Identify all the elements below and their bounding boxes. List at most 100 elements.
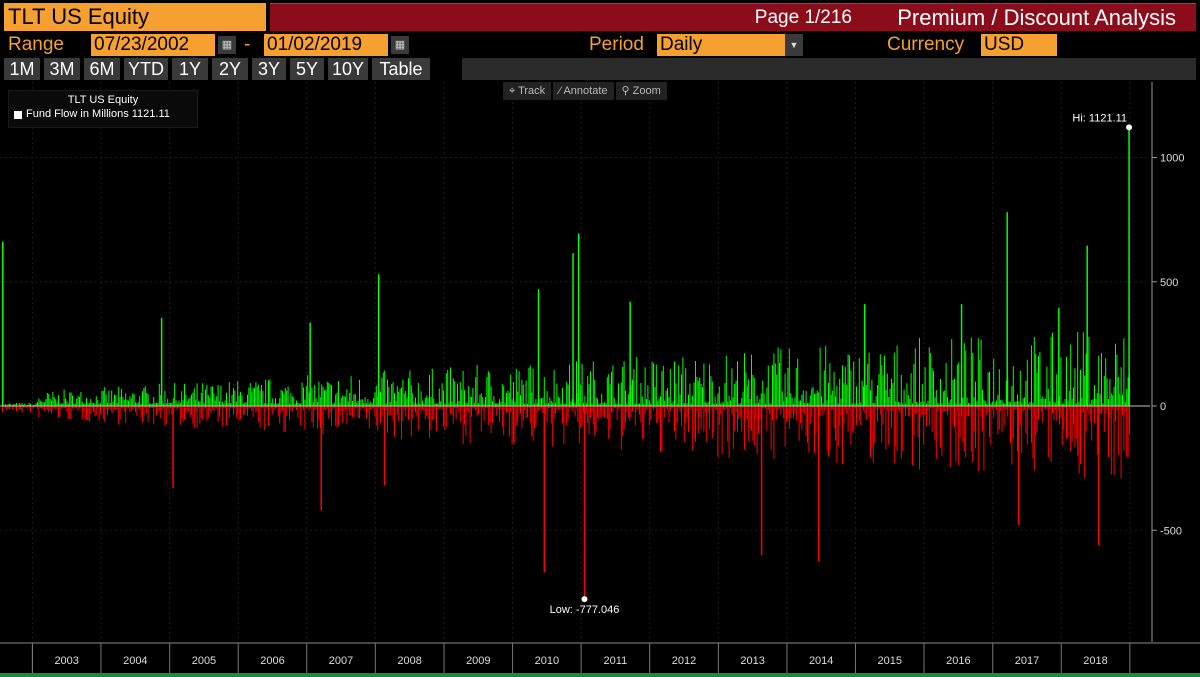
page-indicator[interactable]: Page 1/216 (754, 7, 852, 28)
security-field[interactable]: TLT US Equity (4, 3, 266, 31)
positive-flow-bar (535, 398, 537, 406)
negative-flow-bar (1011, 406, 1013, 465)
positive-flow-bar (322, 387, 324, 406)
negative-flow-bar (70, 406, 72, 419)
start-calendar-icon[interactable]: ▦ (218, 36, 236, 54)
negative-flow-bar (507, 406, 509, 413)
negative-flow-bar (843, 406, 845, 425)
positive-flow-bar (990, 403, 992, 406)
period-button-3y[interactable]: 3Y (252, 58, 286, 80)
positive-flow-bar (181, 391, 183, 406)
negative-flow-bar (377, 406, 379, 431)
negative-flow-bar (699, 406, 701, 418)
end-date-field[interactable]: 01/02/2019 (264, 34, 388, 56)
end-calendar-icon[interactable]: ▦ (391, 36, 409, 54)
y-tick-label: 0 (1160, 401, 1166, 413)
positive-flow-bar (846, 384, 848, 406)
negative-flow-bar (154, 406, 156, 409)
negative-flow-bar (646, 406, 647, 409)
negative-flow-bar (557, 406, 559, 411)
negative-flow-bar (263, 406, 265, 430)
positive-flow-bar (739, 403, 741, 406)
annotate-button[interactable]: ∕ Annotate (553, 82, 614, 100)
positive-flow-bar (683, 402, 685, 406)
period-button-ytd[interactable]: YTD (124, 58, 168, 80)
positive-flow-bar (844, 366, 846, 406)
negative-flow-bar (867, 406, 869, 409)
negative-flow-bar (1092, 406, 1094, 408)
positive-flow-bar (282, 391, 283, 406)
positive-flow-bar (787, 368, 789, 406)
positive-flow-bar (163, 403, 164, 406)
negative-flow-bar (707, 406, 709, 413)
start-date-field[interactable]: 07/23/2002 (91, 34, 215, 56)
positive-flow-bar (205, 389, 206, 406)
negative-flow-bar (937, 406, 939, 413)
negative-flow-bar (763, 406, 765, 409)
positive-flow-bar (748, 379, 750, 406)
negative-flow-bar (720, 406, 722, 415)
period-button-5y[interactable]: 5Y (290, 58, 324, 80)
period-select[interactable]: Daily (657, 34, 785, 56)
negative-flow-bar (76, 406, 78, 409)
negative-flow-bar (315, 406, 317, 410)
negative-flow-bar (227, 406, 229, 409)
negative-flow-bar (62, 406, 64, 408)
positive-flow-bar (686, 403, 688, 406)
positive-flow-bar (534, 403, 535, 406)
negative-flow-bar (828, 406, 829, 457)
positive-flow-bar (1067, 400, 1069, 406)
negative-flow-bar (982, 406, 983, 432)
chevron-down-icon[interactable]: ▼ (785, 34, 803, 56)
positive-flow-bar (759, 399, 761, 406)
positive-flow-bar (636, 357, 638, 406)
positive-flow-bar (1033, 337, 1035, 406)
negative-flow-bar (1060, 406, 1062, 418)
positive-flow-bar (256, 386, 258, 406)
zoom-button[interactable]: ⚲ Zoom (615, 82, 667, 100)
positive-flow-bar (945, 363, 947, 406)
positive-flow-bar (160, 395, 162, 406)
negative-flow-bar (34, 406, 36, 408)
negative-flow-bar (212, 406, 213, 409)
positive-flow-bar (1094, 385, 1095, 406)
negative-flow-bar (51, 406, 52, 414)
positive-flow-bar (189, 397, 191, 406)
period-button-10y[interactable]: 10Y (328, 58, 368, 80)
negative-flow-bar (697, 406, 699, 434)
negative-flow-bar (681, 406, 682, 427)
negative-flow-bar (849, 406, 850, 410)
positive-flow-bar (363, 403, 365, 406)
negative-flow-bar (1010, 406, 1011, 444)
positive-flow-bar (329, 384, 331, 406)
positive-flow-bar (762, 380, 764, 406)
negative-flow-bar (423, 406, 425, 412)
negative-flow-bar (345, 406, 346, 409)
y-tick-label: 500 (1160, 277, 1178, 289)
negative-flow-bar (521, 406, 523, 428)
track-button[interactable]: ⌖ Track (503, 82, 552, 100)
negative-flow-bar (580, 406, 582, 428)
negative-flow-bar (331, 406, 332, 427)
period-button-table[interactable]: Table (372, 58, 430, 80)
currency-field[interactable]: USD (981, 34, 1057, 56)
negative-flow-bar (438, 406, 440, 409)
positive-flow-bar (277, 403, 279, 406)
period-button-6m[interactable]: 6M (84, 58, 120, 80)
positive-flow-bar (272, 398, 274, 406)
period-button-3m[interactable]: 3M (44, 58, 80, 80)
positive-flow-bar (611, 371, 612, 406)
negative-flow-bar (1054, 406, 1056, 411)
positive-flow-bar (1112, 395, 1114, 406)
negative-flow-bar (641, 406, 643, 440)
period-button-1y[interactable]: 1Y (172, 58, 208, 80)
positive-flow-bar (529, 365, 531, 406)
period-button-1m[interactable]: 1M (4, 58, 40, 80)
negative-flow-bar (219, 406, 220, 417)
positive-flow-bar (402, 379, 404, 406)
period-button-2y[interactable]: 2Y (212, 58, 248, 80)
negative-flow-bar (354, 406, 356, 409)
negative-flow-bar (714, 406, 716, 409)
positive-flow-bar (499, 399, 500, 406)
